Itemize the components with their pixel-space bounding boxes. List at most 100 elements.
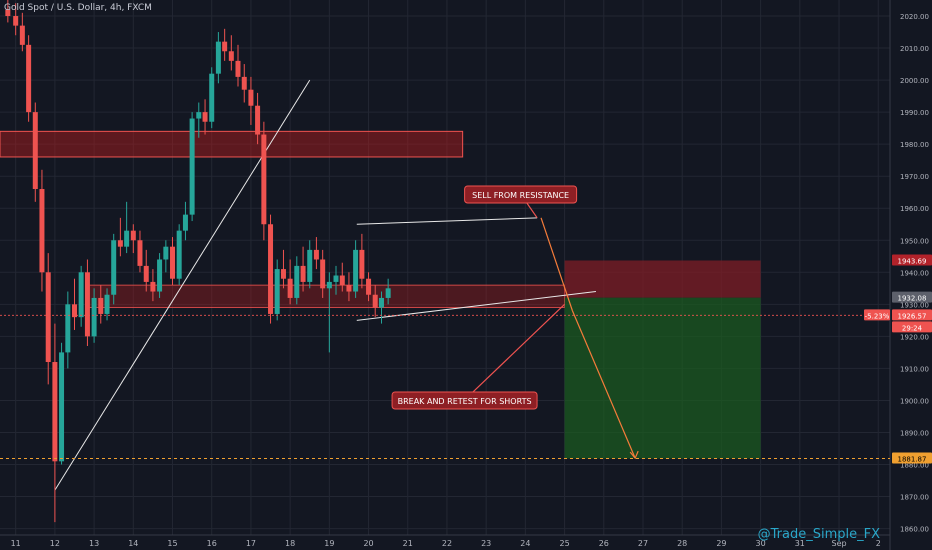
x-tick-label: 27 — [638, 539, 648, 548]
candle-body — [346, 285, 352, 292]
candle-body — [268, 224, 274, 314]
take-profit-zone — [564, 297, 761, 459]
candle-body — [326, 281, 332, 289]
entry-price-label: 1932.08 — [898, 295, 927, 303]
y-tick-label: 1950.00 — [900, 237, 929, 245]
candle-body — [333, 275, 339, 282]
candle-body — [170, 246, 176, 279]
target-price-label-bg — [892, 452, 932, 464]
candle-body — [307, 249, 313, 282]
candle-body — [372, 294, 378, 308]
resistance-zone — [0, 130, 464, 158]
candle-body — [366, 278, 372, 295]
y-tick-label: 2010.00 — [900, 45, 929, 53]
candle-body — [98, 297, 104, 314]
x-tick-label: Sep — [831, 539, 846, 548]
x-tick-label: 12 — [50, 539, 60, 548]
x-tick-label: 28 — [677, 539, 687, 548]
candle-body — [137, 240, 143, 266]
x-tick-label: 22 — [442, 539, 452, 548]
pct-label-bg — [864, 309, 890, 321]
x-tick-label: 14 — [128, 539, 138, 548]
candle-body — [182, 214, 188, 231]
symbol-title: Gold Spot / U.S. Dollar, 4h, FXCM — [4, 3, 152, 13]
x-tick-label: 29 — [716, 539, 726, 548]
sell-callout-box — [464, 185, 578, 204]
candle-body — [222, 41, 228, 52]
candle-body — [385, 288, 391, 298]
countdown-label: 29:24 — [902, 324, 923, 332]
stop-price-label: 1943.69 — [898, 257, 927, 265]
x-tick-label: 15 — [167, 539, 177, 548]
candle-body — [287, 278, 293, 298]
x-tick-label: 21 — [403, 539, 413, 548]
candle-body — [176, 230, 182, 279]
y-tick-label: 1870.00 — [900, 494, 929, 502]
x-tick-label: 18 — [285, 539, 295, 548]
candle-body — [339, 275, 345, 286]
candle-body — [261, 134, 267, 225]
break-callout-label: BREAK AND RETEST FOR SHORTS — [398, 397, 532, 406]
candle-body — [91, 297, 97, 337]
candle-body — [313, 249, 319, 260]
x-tick-label: 23 — [481, 539, 491, 548]
candle-body — [280, 269, 286, 279]
candle-body — [117, 240, 123, 247]
candle-body — [26, 44, 32, 113]
y-tick-label: 1880.00 — [900, 462, 929, 470]
y-tick-label: 1960.00 — [900, 205, 929, 213]
watermark: @Trade_Simple_FX — [757, 527, 880, 542]
candle-body — [39, 189, 45, 273]
x-tick-label: 11 — [11, 539, 21, 548]
candle-body — [235, 60, 241, 77]
channel-upper-line — [356, 217, 538, 225]
candle-body — [111, 240, 117, 295]
current-price-label: 1926.57 — [898, 312, 927, 320]
candle-body — [209, 73, 215, 122]
y-tick-label: 1860.00 — [900, 526, 929, 534]
candle-body — [143, 265, 149, 282]
y-tick-label: 1920.00 — [900, 333, 929, 341]
break-callout-box — [391, 391, 538, 410]
stop-price-label-bg — [892, 254, 932, 266]
candle-body — [13, 16, 19, 26]
y-tick-label: 1910.00 — [900, 365, 929, 373]
x-tick-label: 24 — [520, 539, 530, 548]
sell-callout-label: SELL FROM RESISTANCE — [472, 191, 569, 200]
candle-body — [274, 269, 280, 314]
arrow-head — [629, 450, 639, 460]
candle-body — [248, 89, 254, 106]
candle-body — [150, 281, 156, 292]
x-tick-label: 31 — [795, 539, 805, 548]
entry-price-label-bg — [892, 291, 932, 303]
y-tick-label: 1930.00 — [900, 301, 929, 309]
y-tick-label: 1980.00 — [900, 141, 929, 149]
x-tick-label: 19 — [324, 539, 334, 548]
arrow-down-2 — [571, 310, 636, 459]
candle-body — [359, 249, 365, 279]
candle-body — [78, 272, 84, 318]
candle-body — [294, 265, 300, 298]
candle-body — [130, 230, 136, 241]
candle-body — [228, 51, 234, 61]
candle-body — [163, 246, 169, 260]
y-tick-label: 2000.00 — [900, 77, 929, 85]
candle-body — [124, 230, 130, 247]
x-tick-label: 25 — [559, 539, 569, 548]
candle-body — [59, 352, 65, 462]
candle-body — [300, 265, 306, 282]
candle-body — [45, 272, 51, 363]
candle-body — [5, 9, 11, 17]
x-tick-label: 17 — [246, 539, 256, 548]
x-tick-label: 20 — [363, 539, 373, 548]
y-tick-label: 1890.00 — [900, 429, 929, 437]
candle-body — [32, 112, 38, 190]
candle-body — [52, 362, 58, 462]
candle-body — [353, 249, 359, 292]
x-tick-label: 26 — [599, 539, 609, 548]
arrow-down-1 — [540, 217, 573, 311]
candle-body — [84, 272, 90, 337]
candle-body — [378, 297, 384, 308]
candle-body — [71, 304, 77, 318]
